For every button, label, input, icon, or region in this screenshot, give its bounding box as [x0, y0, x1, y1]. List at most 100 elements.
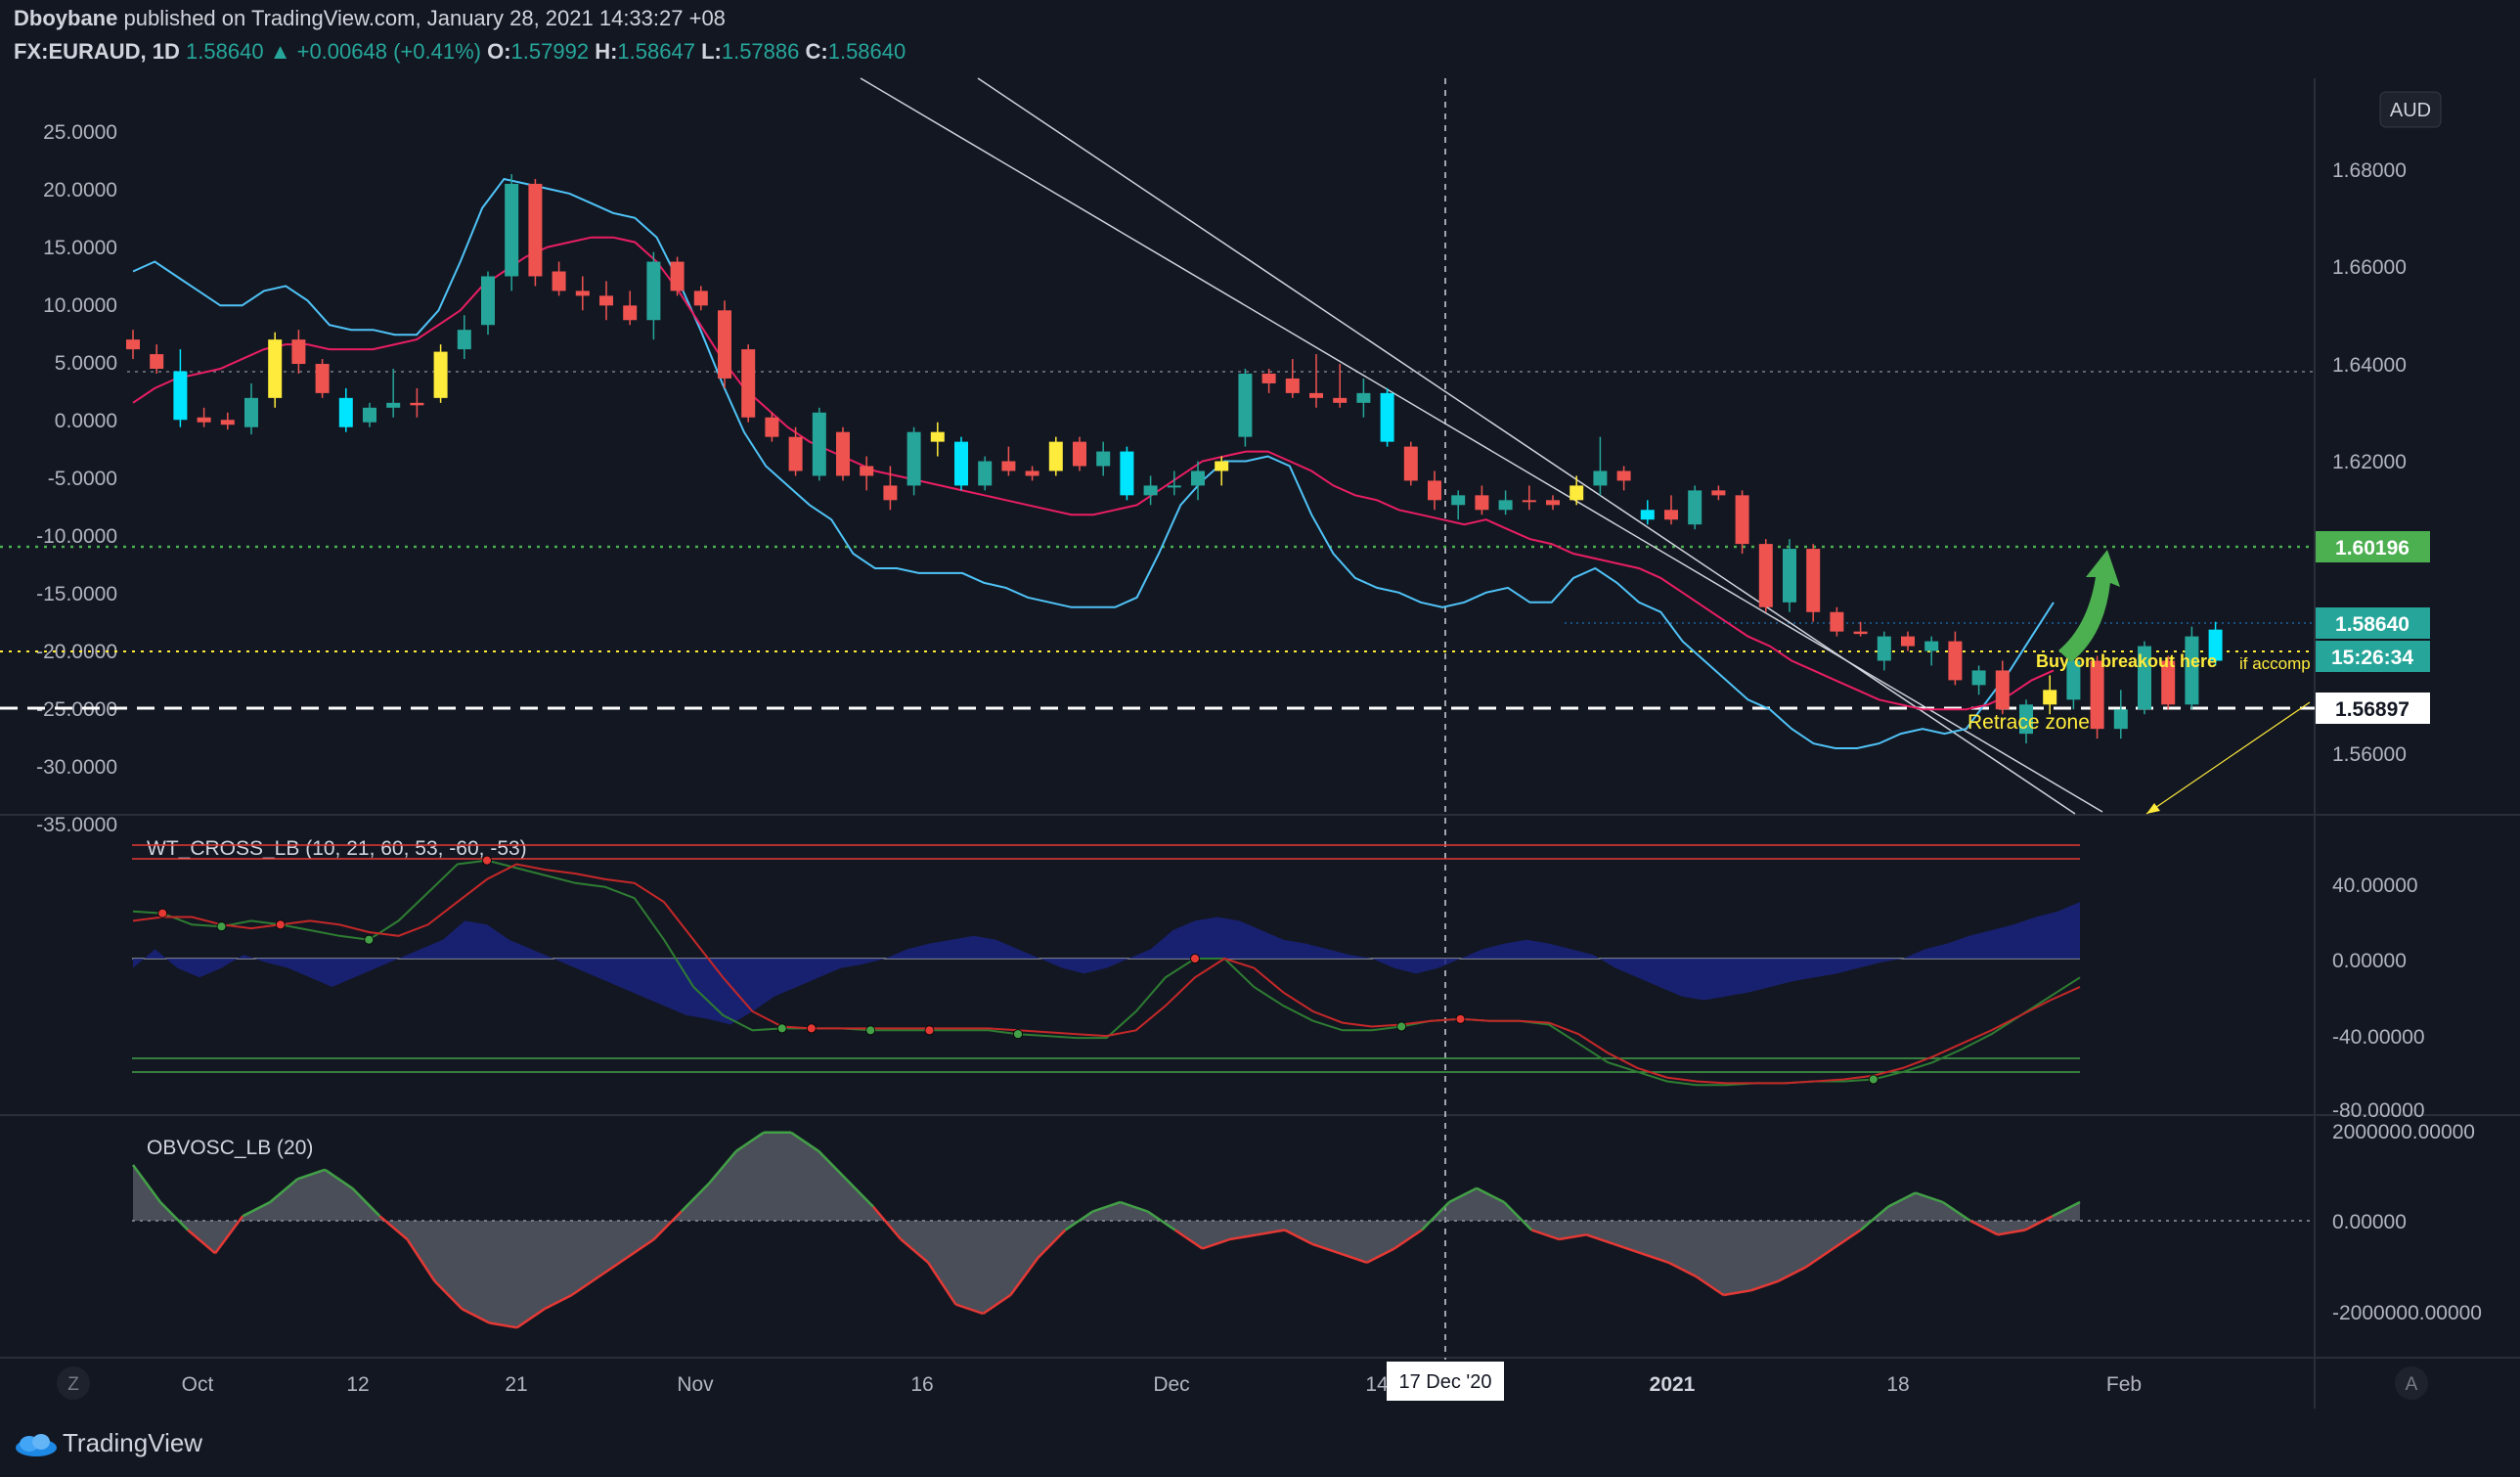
- left-tick: -35.0000: [36, 814, 117, 836]
- high-label: H:: [595, 39, 618, 64]
- obv-line-segment: [214, 1215, 244, 1255]
- left-tick: -25.0000: [36, 698, 117, 721]
- symbol-label[interactable]: FX:EURAUD, 1D: [14, 39, 180, 64]
- candle-body: [2161, 660, 2176, 705]
- wt-cross-dot: [776, 1023, 787, 1034]
- time-label: Oct: [182, 1373, 214, 1396]
- obv-line-segment: [872, 1205, 903, 1240]
- candle-body: [315, 364, 330, 393]
- wt-panel[interactable]: WT_CROSS_LB (10, 21, 60, 53, -60, -53) 4…: [132, 837, 2425, 1122]
- price-chart[interactable]: 25.0000 20.0000 15.0000 10.0000 5.0000 0…: [0, 0, 2520, 1409]
- candle-body: [693, 291, 708, 306]
- candle-body: [410, 402, 424, 406]
- candle-body: [457, 330, 471, 350]
- up-arrow-icon[interactable]: [2058, 550, 2120, 662]
- obv-line-segment: [1695, 1275, 1725, 1297]
- price-tick: 1.68000: [2332, 159, 2407, 182]
- obv-line-segment: [187, 1229, 216, 1255]
- close-label: C:: [805, 39, 828, 64]
- candles[interactable]: [126, 174, 2223, 744]
- obv-line-segment: [1558, 1233, 1587, 1241]
- candle-body: [1025, 470, 1039, 476]
- candle-body: [1285, 378, 1300, 393]
- auto-scale-button[interactable]: [2395, 1366, 2428, 1400]
- wt-cross-dot: [806, 1023, 817, 1034]
- left-tick: -20.0000: [36, 641, 117, 663]
- retrace-annotation[interactable]: Retrace zone: [1967, 711, 2090, 734]
- retrace-pointer-line[interactable]: [2145, 701, 2311, 815]
- obv-line-segment: [845, 1178, 874, 1208]
- obv-line-segment: [1311, 1242, 1341, 1255]
- high-value: 1.58647: [617, 39, 695, 64]
- obv-line-segment: [1640, 1252, 1669, 1264]
- wt-tick: 40.00000: [2332, 874, 2418, 897]
- tradingview-logo-icon[interactable]: [14, 1432, 59, 1457]
- obv-title[interactable]: OBVOSC_LB (20): [147, 1137, 313, 1159]
- channel-line-lower[interactable]: [860, 77, 2103, 813]
- left-tick: -30.0000: [36, 756, 117, 779]
- channel-line-upper[interactable]: [977, 77, 2076, 815]
- wt-cross-dot: [157, 908, 168, 918]
- wt-cross-dot: [1455, 1013, 1466, 1024]
- obv-line-segment: [515, 1308, 546, 1329]
- obv-line-segment: [1585, 1233, 1614, 1245]
- crosshair-date-tag: [1387, 1362, 1504, 1401]
- left-tick: 25.0000: [43, 121, 117, 144]
- price-tag-line: [2316, 693, 2430, 724]
- obv-line-segment: [982, 1293, 1012, 1316]
- obv-line-segment: [1667, 1261, 1697, 1278]
- candle-body: [1073, 441, 1086, 467]
- wt-title[interactable]: WT_CROSS_LB (10, 21, 60, 53, -60, -53): [147, 837, 527, 860]
- candle-body: [1403, 446, 1418, 481]
- candle-body: [1120, 451, 1134, 496]
- obv-series: [131, 1131, 2081, 1329]
- price-tag-last: [2316, 607, 2430, 639]
- candle-body: [1853, 631, 1868, 635]
- publisher-name[interactable]: Dboybane: [14, 6, 118, 30]
- obv-line-segment: [954, 1303, 984, 1316]
- candle-body: [1995, 670, 2010, 710]
- candle-body: [1380, 392, 1394, 442]
- candle-body: [505, 183, 519, 277]
- obv-line-segment: [1859, 1205, 1889, 1231]
- obv-line-segment: [324, 1168, 354, 1189]
- candle-body: [954, 441, 968, 486]
- obv-line-segment: [1969, 1219, 1999, 1236]
- obv-panel[interactable]: OBVOSC_LB (20) 2000000.00000 0.00000 -20…: [131, 1121, 2482, 1329]
- obv-line-segment: [2052, 1200, 2081, 1218]
- candle-body: [1215, 461, 1229, 471]
- obv-line-segment: [1009, 1257, 1039, 1296]
- obv-line-segment: [351, 1186, 381, 1218]
- obv-line-segment: [1804, 1247, 1835, 1269]
- left-axis: 25.0000 20.0000 15.0000 10.0000 5.0000 0…: [36, 121, 117, 836]
- obv-line-segment: [900, 1238, 930, 1264]
- candle-body: [2043, 690, 2057, 705]
- time-axis[interactable]: Z Oct 12 21 Nov 16 Dec 14 2021 18 Feb 17…: [57, 1362, 2428, 1401]
- obv-line-segment: [570, 1275, 600, 1297]
- obv-line-segment: [1503, 1201, 1533, 1231]
- ohlc-line: FX:EURAUD, 1D 1.58640 ▲ +0.00648 (+0.41%…: [14, 39, 906, 65]
- obv-line-segment: [1613, 1242, 1642, 1255]
- price-tag-line-label: 1.56897: [2335, 698, 2409, 721]
- low-label: L:: [701, 39, 722, 64]
- wt-cross-dot: [1868, 1074, 1879, 1085]
- buy-annotation[interactable]: Buy on breakout here: [2036, 651, 2217, 671]
- ma-fast-line: [132, 177, 2055, 749]
- zoom-reset-button[interactable]: [57, 1366, 90, 1400]
- obv-line-segment: [1064, 1210, 1094, 1231]
- currency-label: AUD: [2390, 100, 2431, 121]
- candle-body: [1001, 461, 1016, 471]
- candle-body: [1924, 641, 1939, 651]
- obv-line-segment: [1832, 1229, 1862, 1250]
- tradingview-brand[interactable]: TradingView: [63, 1428, 203, 1457]
- price-axis[interactable]: AUD 1.68000 1.66000 1.64000 1.62000 1.56…: [2316, 91, 2442, 766]
- candle-body: [978, 461, 993, 486]
- obv-line-segment: [1476, 1186, 1505, 1204]
- currency-badge[interactable]: [2379, 91, 2442, 128]
- accomp-annotation[interactable]: if accomp: [2239, 654, 2311, 673]
- candle-body: [1143, 485, 1158, 496]
- wt-histogram-area: [133, 902, 2080, 1025]
- candle-body: [670, 261, 685, 291]
- wt-cross-dot: [1190, 954, 1200, 963]
- left-tick: 5.0000: [55, 352, 117, 375]
